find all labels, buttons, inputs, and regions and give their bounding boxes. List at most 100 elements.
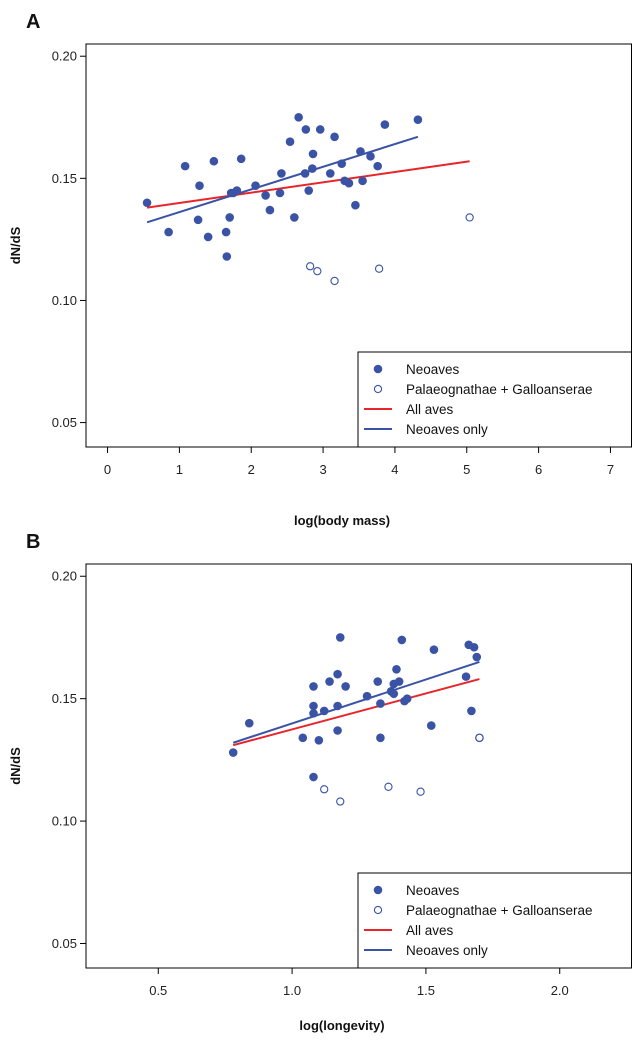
- panel-a-point-palaeognathae-galloanserae: [305, 262, 315, 271]
- panel-b-legend: Neoaves Palaeognathae + Galloanserae All a…: [357, 872, 632, 969]
- panel-b-x-tick-label: 2.0: [551, 983, 569, 998]
- panel-b-point-neoaves: [376, 699, 385, 708]
- panel-a-legend-symbol-palaeognathae-galloanserae: [373, 384, 383, 394]
- panel-a-point-palaeognathae-galloanserae: [313, 266, 322, 276]
- panel-b-point-neoaves: [389, 689, 399, 699]
- panel-a-trend-neoaves-only: [146, 135, 419, 224]
- panel-b-point-neoaves: [469, 642, 479, 652]
- panel-a-x-axis-title: log(body mass): [294, 513, 390, 528]
- panel-a-legend-label-palaeognathae-galloanserae: Palaeognathae + Galloanserae: [406, 382, 593, 397]
- panel-b-x-axis-title: log(longevity): [299, 1018, 384, 1033]
- panel-b-point-neoaves: [461, 672, 471, 681]
- panel-a-point-neoaves: [221, 227, 231, 237]
- panel-a-point-neoaves: [203, 232, 213, 242]
- panel-a-legend-label-neoaves: Neoaves: [406, 362, 460, 377]
- panel-a-point-neoaves: [373, 161, 382, 171]
- panel-b: B 0.05 0.10 0.15 0.20 0.5 1.0 1.5 2.0 log(longevi…: [8, 531, 632, 1033]
- panel-b-point-palaeognathae-galloanserae: [416, 787, 425, 796]
- panel-b-point-palaeognathae-galloanserae: [384, 782, 393, 791]
- panel-a-point-neoaves: [301, 125, 311, 134]
- panel-a-point-neoaves: [277, 169, 286, 178]
- panel-a-legend: Neoaves Palaeognathae + Galloanserae All a…: [357, 351, 632, 448]
- panel-a-x-tick-label: 3: [319, 462, 326, 477]
- panel-b-point-neoaves: [314, 735, 324, 745]
- panel-b-y-axis-title: dN/dS: [8, 747, 23, 785]
- panel-b-point-neoaves: [467, 706, 476, 716]
- panel-b-legend-label-neoaves: Neoaves: [406, 883, 460, 898]
- panel-b-point-palaeognathae-galloanserae: [336, 797, 345, 806]
- panel-b-y-tick-label: 0.10: [52, 814, 77, 829]
- panel-a-x-tick-label: 4: [391, 462, 398, 477]
- panel-b-legend-box: [357, 872, 632, 969]
- panel-b-x-tick-label: 1.5: [417, 983, 435, 998]
- panel-b-point-palaeognathae-galloanserae: [320, 785, 329, 794]
- panel-a-y-tick-label: 0.10: [52, 293, 77, 308]
- panel-b-x-tick-label: 1.0: [283, 983, 301, 998]
- panel-a-point-neoaves: [308, 149, 318, 159]
- panel-b-legend-symbol-palaeognathae-galloanserae: [373, 905, 383, 915]
- panel-a-point-palaeognathae-galloanserae: [465, 213, 474, 222]
- panel-b-y-tick-label: 0.05: [52, 936, 77, 951]
- panel-a-x-tick-label: 2: [248, 462, 255, 477]
- panel-b-point-neoaves: [333, 701, 342, 711]
- panel-b-point-neoaves: [325, 677, 334, 686]
- panel-a-point-neoaves: [315, 125, 325, 134]
- panel-b-point-neoaves: [392, 664, 401, 674]
- panel-b-legend-label-neoaves-only: Neoaves only: [406, 943, 488, 958]
- panel-a-legend-symbol-neoaves: [373, 364, 383, 374]
- panel-a-point-neoaves: [330, 132, 339, 142]
- panel-b-legend-label-all-aves: All aves: [406, 923, 454, 938]
- panel-a-point-neoaves: [195, 181, 204, 190]
- panel-a-letter: A: [26, 11, 40, 33]
- panel-b-legend-symbol-neoaves: [373, 885, 383, 895]
- panel-b-x-tick-label: 0.5: [149, 983, 167, 998]
- panel-a-point-neoaves: [358, 176, 367, 186]
- panel-a-legend-label-all-aves: All aves: [406, 402, 454, 417]
- panel-a-point-neoaves: [225, 213, 234, 222]
- panel-b-point-neoaves: [333, 669, 342, 679]
- panel-b-point-neoaves: [309, 701, 318, 711]
- panel-b-point-neoaves: [376, 733, 385, 743]
- panel-a-legend-label-neoaves-only: Neoaves only: [406, 422, 488, 437]
- panel-a-point-neoaves: [290, 213, 299, 222]
- panel-a-point-neoaves: [236, 154, 246, 164]
- panel-b-point-neoaves: [244, 718, 254, 728]
- panel-a: A 0.05 0.10 0.15 0.20 0 1 2 3 4 5 6 7 log(body mass) d…: [8, 11, 632, 528]
- panel-a-point-neoaves: [340, 176, 349, 186]
- panel-a-point-palaeognathae-galloanserae: [330, 276, 339, 286]
- panel-b-point-neoaves: [333, 726, 342, 735]
- panel-b-point-neoaves: [309, 709, 318, 718]
- panel-a-point-neoaves: [222, 252, 232, 261]
- panel-b-point-neoaves: [472, 652, 482, 662]
- panel-a-point-neoaves: [294, 112, 303, 122]
- panel-a-y-tick-label: 0.15: [52, 171, 77, 186]
- panel-b-point-neoaves: [319, 706, 329, 716]
- panel-a-point-neoaves: [142, 198, 152, 208]
- panel-a-point-neoaves: [351, 200, 360, 210]
- panel-b-legend-label-palaeognathae-galloanserae: Palaeognathae + Galloanserae: [406, 903, 593, 918]
- panel-a-point-neoaves: [251, 181, 260, 190]
- panel-b-point-neoaves: [341, 682, 350, 691]
- panel-a-trend-all-aves: [146, 160, 470, 209]
- panel-a-point-neoaves: [366, 152, 375, 161]
- panel-b-point-neoaves: [362, 691, 372, 701]
- panel-a-point-neoaves: [308, 164, 317, 173]
- panel-a-point-neoaves: [275, 188, 285, 198]
- panel-a-point-neoaves: [193, 215, 203, 225]
- panel-a-point-palaeognathae-galloanserae: [374, 264, 384, 273]
- panel-a-x-tick-label: 7: [607, 462, 614, 477]
- panel-b-point-neoaves: [429, 645, 439, 654]
- panel-b-point-neoaves: [373, 677, 383, 686]
- panel-a-point-neoaves: [325, 169, 335, 178]
- panel-a-point-neoaves: [337, 159, 347, 168]
- panel-a-point-neoaves: [226, 188, 236, 198]
- panel-a-point-neoaves: [261, 191, 270, 200]
- panel-b-point-neoaves: [309, 682, 318, 691]
- panel-a-point-neoaves: [180, 161, 190, 171]
- panel-b-point-palaeognathae-galloanserae: [475, 733, 484, 742]
- panel-b-letter: B: [26, 531, 40, 553]
- panel-b-point-neoaves: [228, 748, 238, 757]
- panel-b-point-neoaves: [426, 721, 436, 730]
- panel-b-point-neoaves: [309, 772, 318, 782]
